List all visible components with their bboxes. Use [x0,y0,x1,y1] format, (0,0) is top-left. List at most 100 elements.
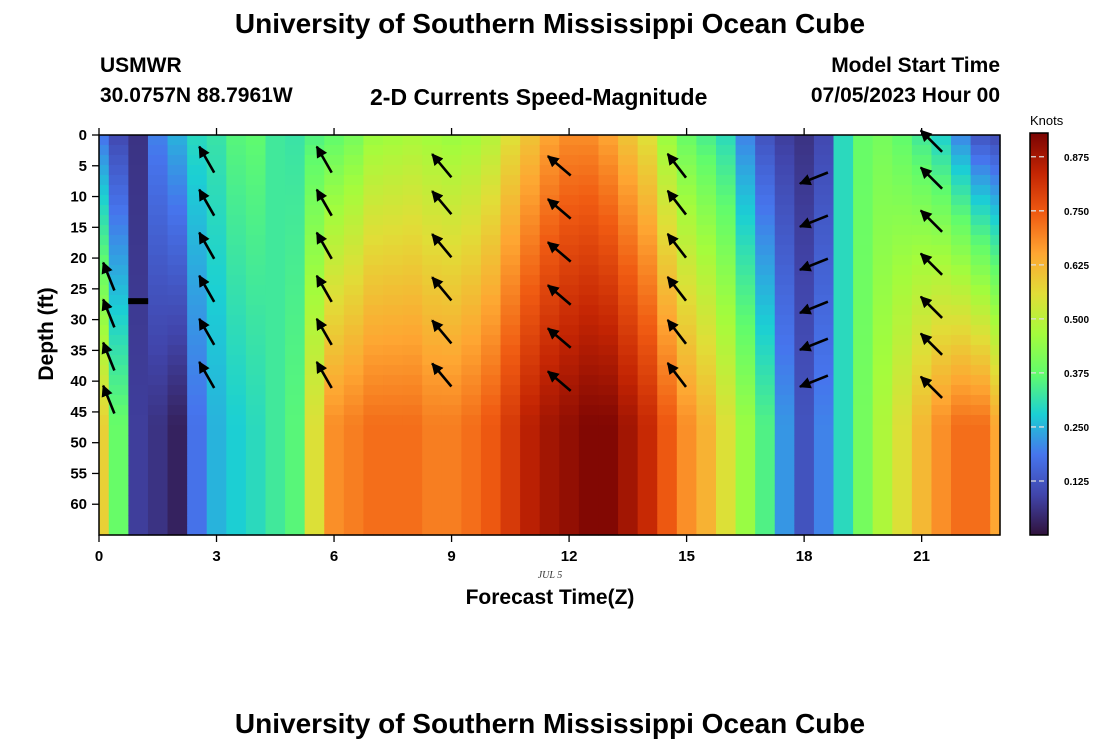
heatmap-cell [461,345,482,356]
heatmap-cell [970,335,991,346]
model-start-value: 07/05/2023 Hour 00 [810,84,1000,107]
x-tick-label: 9 [447,548,455,565]
heatmap-cell [657,335,678,346]
heatmap-cell [363,515,384,526]
heatmap-cell [147,255,169,266]
heatmap-cell [715,485,737,496]
heatmap-cell [853,515,874,526]
heatmap-cell [539,525,560,536]
heatmap-cell [833,205,854,216]
heatmap-cell [637,275,658,286]
heatmap-cell [147,495,169,506]
heatmap-cell [578,235,600,246]
heatmap-cell [931,215,952,226]
heatmap-cell [559,225,580,236]
heatmap-cell [774,215,795,226]
heatmap-cell [774,165,795,176]
heatmap-cell [245,265,267,276]
current-arrow [101,384,116,414]
heatmap-cell [285,275,306,286]
colorbar-tick-label: 0.875 [1064,153,1089,164]
heatmap-cell [813,325,835,336]
heatmap-cell [696,205,717,216]
y-tick-label: 0 [79,127,87,144]
heatmap-cell [755,145,776,156]
heatmap-cell [285,285,306,296]
heatmap-cell [304,495,325,506]
heatmap-cell [715,165,737,176]
heatmap-cell [951,305,972,316]
heatmap-cell [304,485,325,496]
heatmap-cell [147,145,169,156]
heatmap-cell [480,135,502,146]
heatmap-cell [422,145,443,156]
heatmap-cell [500,485,521,496]
heatmap-cell [892,345,913,356]
heatmap-cell [951,325,972,336]
heatmap-cell [735,335,756,346]
heatmap-cell [441,325,462,336]
heatmap-cell [755,325,776,336]
x-tick-label: 3 [212,548,220,565]
heatmap-cell [598,445,619,456]
heatmap-cell [637,435,658,446]
heatmap-cell [833,275,854,286]
heatmap-cell [990,425,1001,436]
heatmap-cell [872,135,893,146]
heatmap-cell [990,225,1001,236]
heatmap-cell [911,385,933,396]
heatmap-cell [559,235,580,246]
heatmap-cell [755,225,776,236]
heatmap-cell [931,475,952,486]
heatmap-cell [422,495,443,506]
colorbar-tick-label: 0.500 [1064,315,1089,326]
heatmap-cells [99,135,1001,536]
heatmap-cell [226,435,247,446]
heatmap-cell [970,195,991,206]
heatmap-cell [970,285,991,296]
heatmap-cell [304,475,325,486]
heatmap-cell [676,175,698,186]
heatmap-cell [657,415,678,426]
heatmap-cell [363,395,384,406]
heatmap-cell [637,365,658,376]
heatmap-cell [696,345,717,356]
current-arrow [798,374,829,389]
heatmap-cell [990,305,1001,316]
heatmap-cell [304,225,325,236]
heatmap-cell [598,305,619,316]
heatmap-cell [226,145,247,156]
heatmap-cell [696,195,717,206]
y-tick-label: 50 [70,435,87,452]
heatmap-cell [480,225,502,236]
heatmap-cell [853,455,874,466]
heatmap-cell [480,475,502,486]
heatmap-cell [872,195,893,206]
heatmap-cell [480,485,502,496]
heatmap-cell [872,505,893,516]
heatmap-cell [363,245,384,256]
heatmap-cell [147,485,169,496]
heatmap-cell [206,485,227,496]
x-tick-label: 21 [913,548,930,565]
heatmap-cell [402,445,423,456]
heatmap-cell [598,375,619,386]
heatmap-cell [422,425,443,436]
heatmap-cell [480,335,502,346]
heatmap-cell [363,165,384,176]
heatmap-cell [970,215,991,226]
heatmap-cell [735,355,756,366]
heatmap-cell [245,475,267,486]
heatmap-cell [304,175,325,186]
heatmap-cell [539,255,560,266]
heatmap-cell [226,245,247,256]
heatmap-cell [285,415,306,426]
heatmap-cell [265,325,286,336]
current-arrow [198,231,216,260]
heatmap-cell [206,145,227,156]
current-arrow [431,190,453,216]
heatmap-cell [285,465,306,476]
heatmap-cell [383,185,404,196]
heatmap-cell [559,525,580,536]
heatmap-cell [128,455,149,466]
